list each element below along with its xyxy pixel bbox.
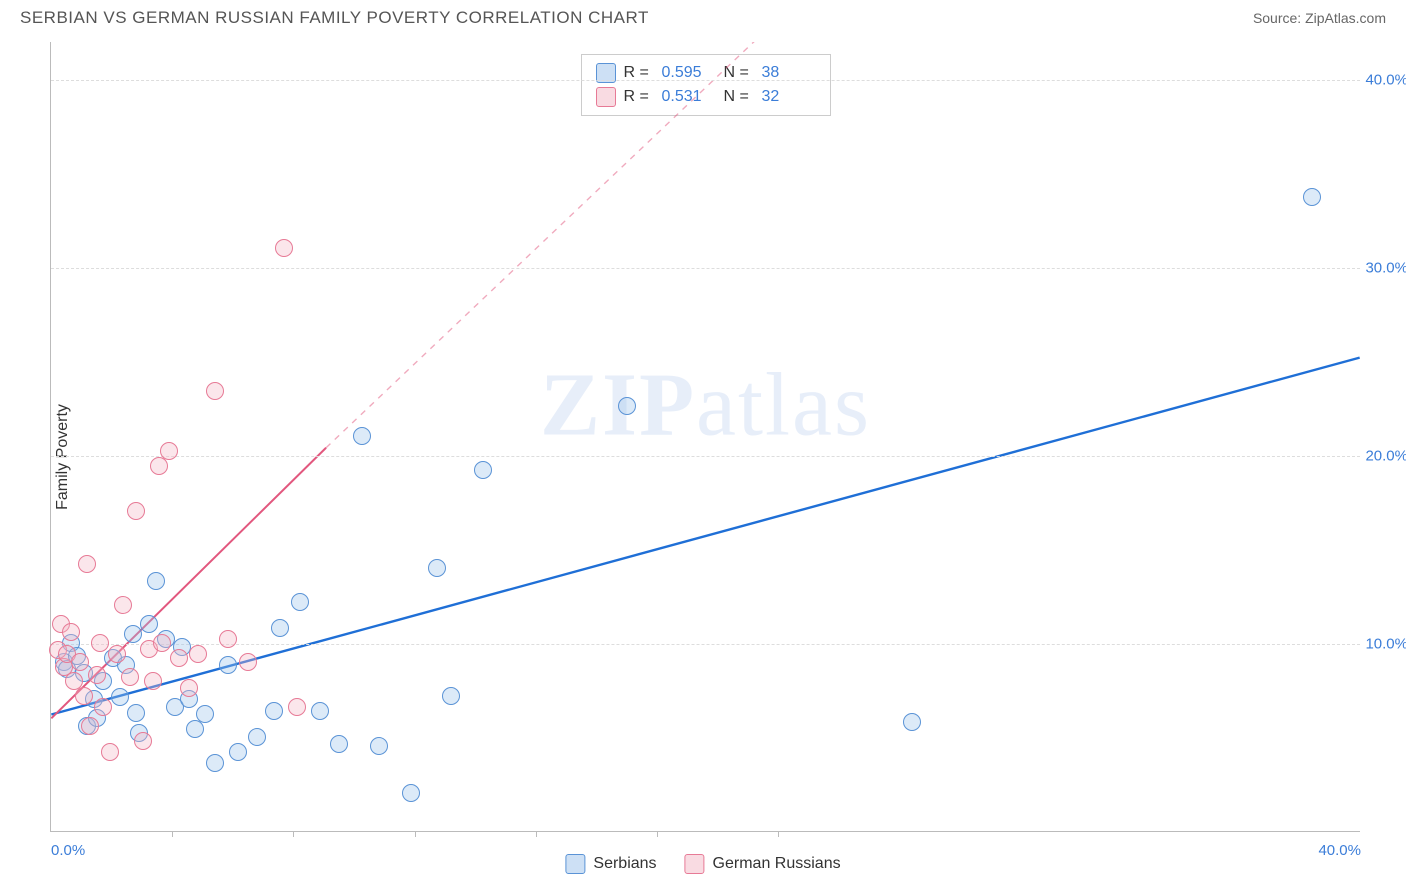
x-tick-mark	[172, 831, 173, 837]
data-point	[219, 656, 237, 674]
data-point	[153, 634, 171, 652]
data-point	[170, 649, 188, 667]
data-point	[180, 679, 198, 697]
data-point	[160, 442, 178, 460]
x-tick-label: 0.0%	[51, 842, 85, 859]
data-point	[189, 645, 207, 663]
data-point	[134, 732, 152, 750]
data-point	[239, 653, 257, 671]
data-point	[442, 687, 460, 705]
correlation-legend-row: R = 0.531 N = 32	[596, 85, 816, 109]
data-point	[903, 713, 921, 731]
data-point	[1303, 188, 1321, 206]
y-tick-label: 30.0%	[1365, 259, 1406, 276]
data-point	[144, 672, 162, 690]
chart-title: SERBIAN VS GERMAN RUSSIAN FAMILY POVERTY…	[20, 8, 649, 28]
legend-swatch	[596, 87, 616, 107]
correlation-legend-row: R =0.595N =38	[596, 61, 816, 85]
data-point	[311, 702, 329, 720]
data-point	[229, 743, 247, 761]
y-tick-label: 20.0%	[1365, 447, 1406, 464]
data-point	[271, 619, 289, 637]
n-value: 32	[762, 88, 816, 106]
data-point	[91, 634, 109, 652]
gridline	[51, 644, 1360, 645]
source-prefix: Source:	[1253, 10, 1305, 26]
x-tick-mark	[778, 831, 779, 837]
data-point	[114, 596, 132, 614]
gridline	[51, 456, 1360, 457]
y-tick-label: 40.0%	[1365, 71, 1406, 88]
correlation-legend: R =0.595N =38 R = 0.531 N = 32	[581, 54, 831, 116]
legend-swatch	[565, 854, 585, 874]
data-point	[206, 382, 224, 400]
data-point	[140, 615, 158, 633]
data-point	[275, 239, 293, 257]
watermark-atlas: atlas	[696, 355, 871, 454]
data-point	[428, 559, 446, 577]
gridline	[51, 268, 1360, 269]
data-point	[402, 784, 420, 802]
series-legend-label: Serbians	[593, 855, 656, 873]
data-point	[71, 653, 89, 671]
series-legend-label: German Russians	[713, 855, 841, 873]
data-point	[94, 698, 112, 716]
plot-area: ZIPatlas R =0.595N =38R =0.531N =32 10.0…	[50, 42, 1360, 832]
x-tick-mark	[293, 831, 294, 837]
data-point	[265, 702, 283, 720]
data-point	[206, 754, 224, 772]
data-point	[111, 688, 129, 706]
data-point	[291, 593, 309, 611]
series-legend-item: Serbians	[565, 854, 656, 874]
r-value: 0.531	[662, 88, 716, 106]
x-tick-mark	[415, 831, 416, 837]
data-point	[353, 427, 371, 445]
source-link[interactable]: ZipAtlas.com	[1305, 10, 1386, 26]
data-point	[78, 555, 96, 573]
legend-swatch	[685, 854, 705, 874]
data-point	[219, 630, 237, 648]
data-point	[370, 737, 388, 755]
data-point	[147, 572, 165, 590]
y-tick-label: 10.0%	[1365, 635, 1406, 652]
data-point	[474, 461, 492, 479]
watermark: ZIPatlas	[540, 353, 871, 456]
data-point	[121, 668, 139, 686]
data-point	[127, 704, 145, 722]
source-attribution: Source: ZipAtlas.com	[1253, 10, 1386, 26]
x-tick-mark	[657, 831, 658, 837]
data-point	[196, 705, 214, 723]
series-legend: Serbians German Russians	[565, 854, 840, 874]
data-point	[330, 735, 348, 753]
data-point	[108, 645, 126, 663]
gridline	[51, 80, 1360, 81]
data-point	[124, 625, 142, 643]
data-point	[150, 457, 168, 475]
data-point	[101, 743, 119, 761]
r-label: R =	[624, 88, 654, 106]
data-point	[618, 397, 636, 415]
x-tick-label: 40.0%	[1318, 842, 1361, 859]
x-tick-mark	[536, 831, 537, 837]
n-label: N =	[724, 88, 754, 106]
data-point	[81, 717, 99, 735]
data-point	[186, 720, 204, 738]
series-legend-item: German Russians	[685, 854, 841, 874]
chart-header: SERBIAN VS GERMAN RUSSIAN FAMILY POVERTY…	[0, 0, 1406, 32]
chart-container: Family Poverty ZIPatlas R =0.595N =38R =…	[0, 32, 1406, 882]
data-point	[75, 687, 93, 705]
data-point	[248, 728, 266, 746]
trendlines-svg	[51, 42, 1360, 831]
data-point	[288, 698, 306, 716]
data-point	[62, 623, 80, 641]
data-point	[88, 666, 106, 684]
data-point	[127, 502, 145, 520]
